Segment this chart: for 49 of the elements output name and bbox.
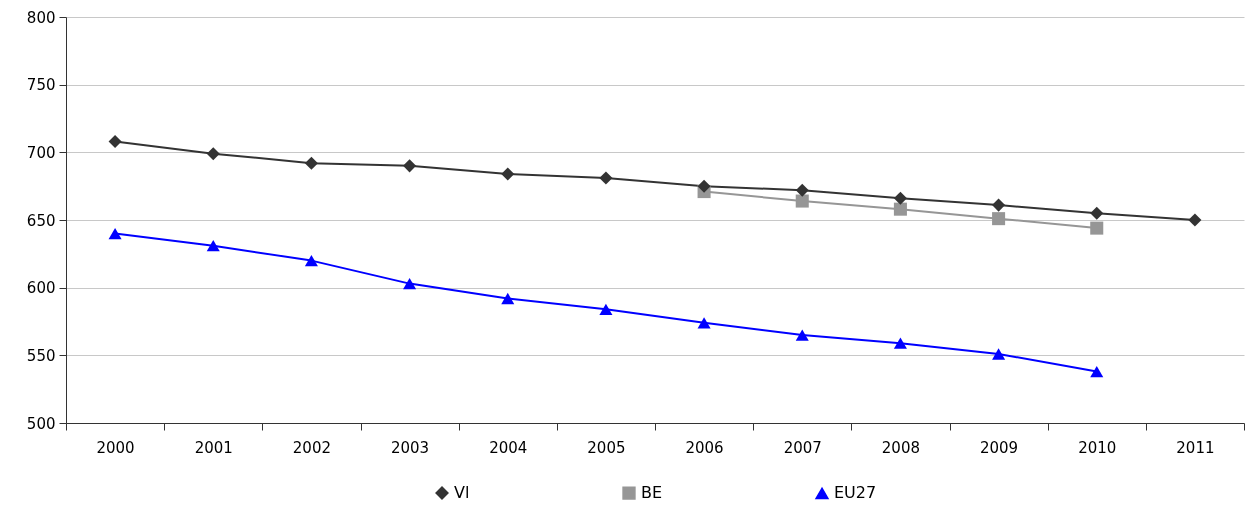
point — [403, 277, 417, 290]
point — [1188, 213, 1202, 227]
y-tick-label: 700 — [26, 143, 56, 162]
x-tick-label: 2011 — [1176, 438, 1215, 457]
y-tick-label: 500 — [26, 414, 56, 433]
point — [795, 183, 809, 197]
point — [697, 317, 711, 329]
legend-label: Vl — [454, 483, 470, 503]
x-tick-label: 2004 — [489, 438, 528, 457]
x-tick-label: 2005 — [587, 438, 626, 457]
point — [1090, 221, 1104, 235]
x-tick-label: 2006 — [685, 438, 724, 457]
point — [893, 202, 907, 216]
x-tick-label: 2009 — [979, 438, 1019, 457]
point — [599, 171, 613, 185]
y-tick-label: 600 — [26, 279, 56, 298]
x-tick-label: 2008 — [881, 438, 921, 457]
x-tick-label: 2001 — [194, 438, 233, 457]
point — [304, 156, 318, 170]
y-tick-label: 650 — [26, 211, 56, 230]
x-tick-label: 2007 — [783, 438, 822, 457]
x-tick-label: 2002 — [292, 438, 332, 457]
point — [1090, 206, 1104, 220]
legend-label: EU27 — [834, 483, 877, 503]
y-tick-label: 550 — [26, 346, 56, 365]
y-tick-label: 800 — [26, 8, 56, 27]
point — [795, 329, 809, 341]
point — [206, 147, 220, 161]
point — [697, 179, 711, 193]
point — [599, 303, 613, 315]
x-tick-label: 2000 — [96, 438, 135, 457]
point — [893, 337, 907, 349]
point — [893, 191, 907, 205]
legend-label: BE — [641, 483, 663, 503]
point — [206, 240, 220, 252]
x-tick-label: 2003 — [390, 438, 430, 457]
point — [992, 348, 1006, 360]
point — [108, 227, 122, 240]
point — [403, 159, 417, 173]
point — [501, 167, 515, 181]
point — [304, 254, 318, 267]
y-tick-label: 750 — [26, 76, 56, 95]
point — [992, 212, 1006, 226]
point — [1090, 365, 1104, 378]
point — [795, 194, 809, 208]
point — [992, 198, 1006, 212]
x-tick-label: 2010 — [1078, 438, 1117, 457]
point — [108, 134, 122, 149]
point — [501, 292, 515, 305]
